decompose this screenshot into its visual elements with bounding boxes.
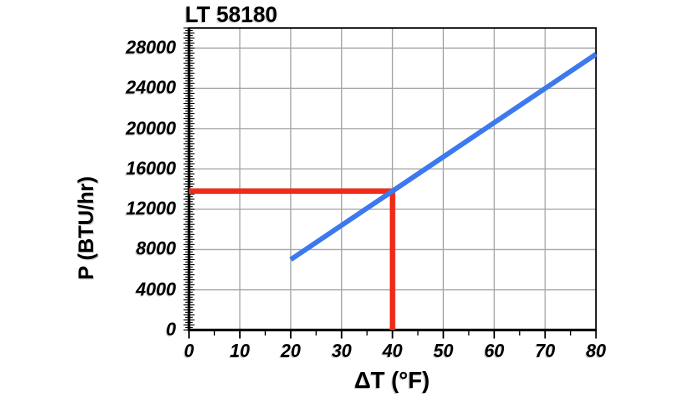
y-tick-label: 16000 bbox=[125, 158, 176, 179]
power-line-series bbox=[289, 52, 598, 262]
x-tick-label: 70 bbox=[535, 341, 556, 361]
y-tick-label: 28000 bbox=[125, 37, 176, 58]
y-tick-label: 24000 bbox=[125, 77, 176, 98]
x-tick-label: 10 bbox=[229, 341, 250, 361]
x-axis-title: ΔT (°F) bbox=[354, 367, 430, 393]
y-tick-label: 8000 bbox=[135, 238, 176, 259]
y-axis-title: P (BTU/hr) bbox=[75, 176, 98, 280]
x-tick-label: 0 bbox=[183, 341, 195, 361]
y-tick-label: 12000 bbox=[125, 198, 176, 219]
x-tick-label: 80 bbox=[585, 341, 607, 361]
x-tick-label: 60 bbox=[484, 341, 505, 361]
chart-title: LT 58180 bbox=[185, 2, 278, 27]
x-tick-label: 20 bbox=[280, 341, 301, 361]
x-tick-label: 30 bbox=[331, 341, 352, 361]
x-tick-label: 50 bbox=[433, 341, 454, 361]
y-tick-label: 20000 bbox=[125, 118, 176, 139]
x-tick-label: 40 bbox=[382, 341, 403, 361]
y-tick-label: 0 bbox=[165, 319, 176, 340]
y-tick-label: 4000 bbox=[135, 279, 176, 300]
